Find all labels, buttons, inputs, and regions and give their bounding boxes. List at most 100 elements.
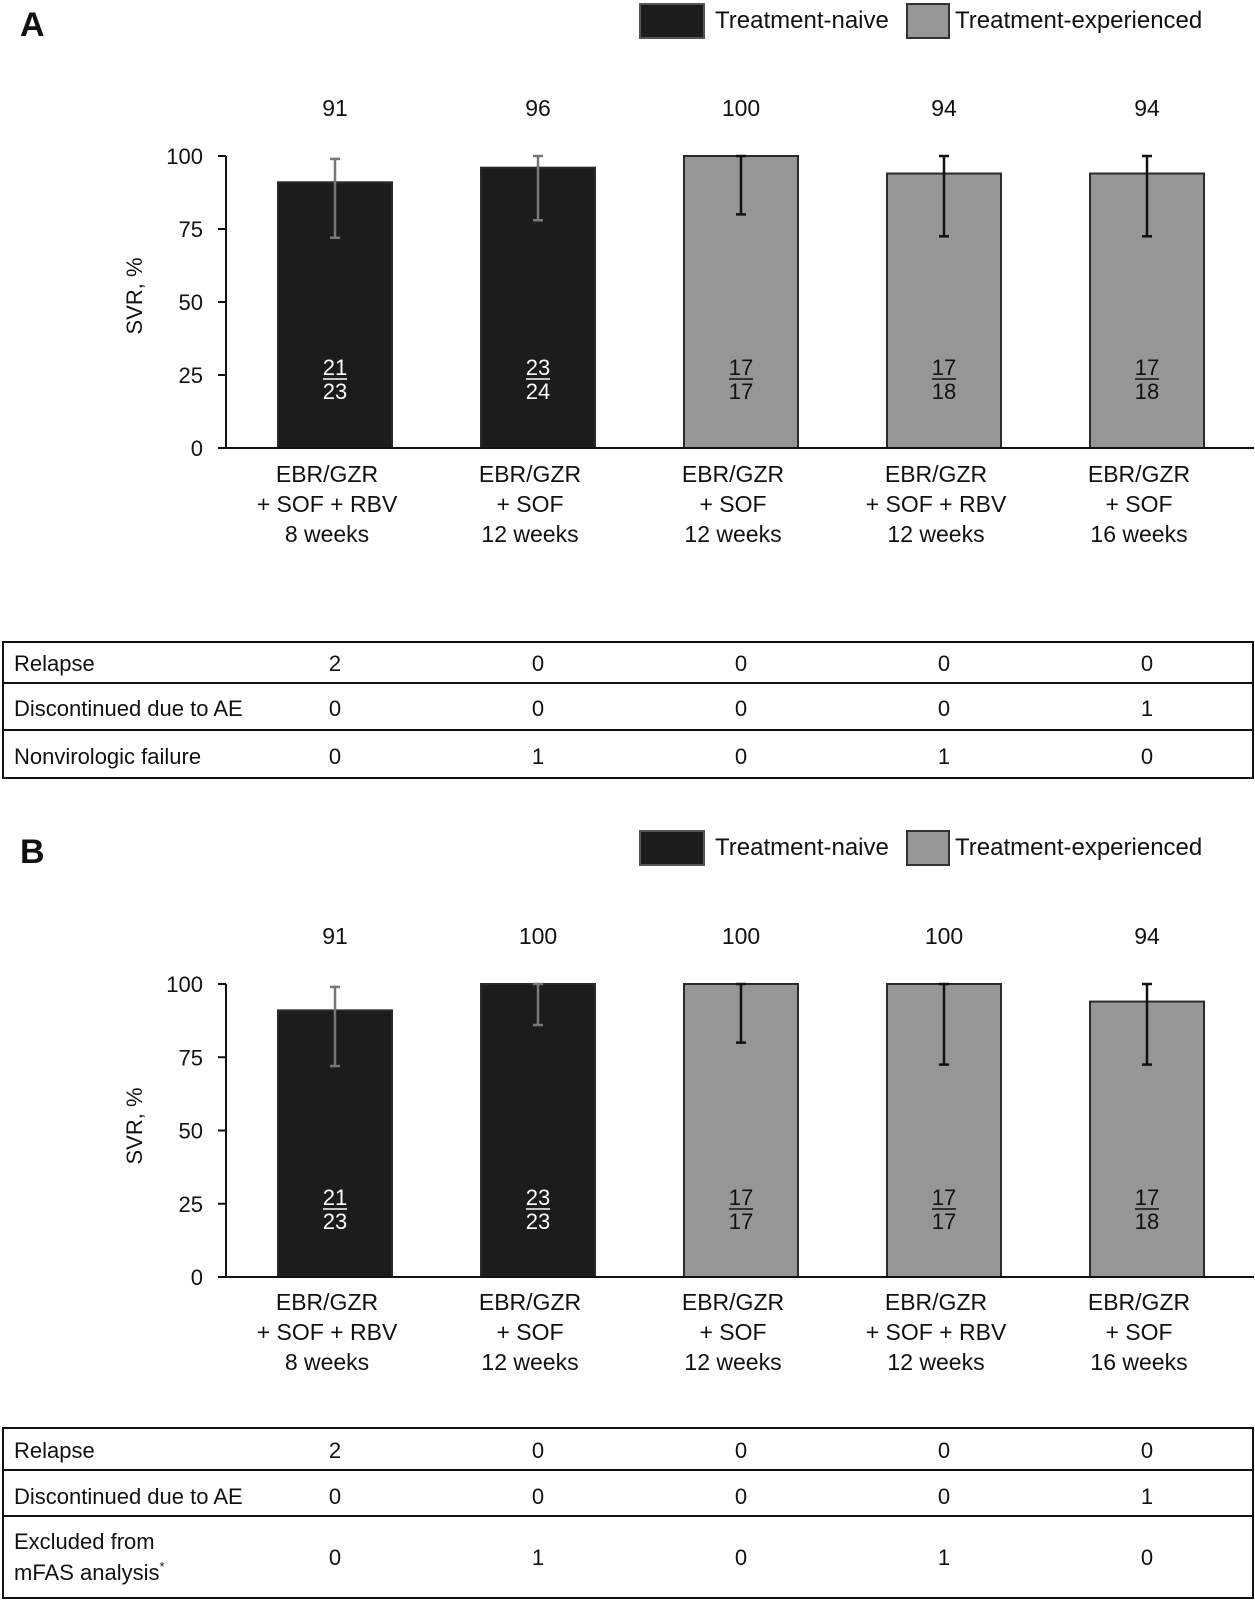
table-b-row-label: Discontinued due to AE [14,1484,243,1509]
table-b-cell: 1 [938,1545,950,1570]
legend-a-experienced-swatch [906,3,950,39]
category-label: EBR/GZR [1088,461,1190,487]
value-label: 100 [722,923,760,949]
fraction-numerator: 21 [323,1185,347,1210]
category-label: + SOF + RBV [866,491,1007,517]
y-tick-label: 50 [179,290,203,315]
panel-a: A Treatment-naive Treatment-experienced … [2,3,1254,779]
table-a-cell: 0 [735,696,747,721]
fraction-denominator: 18 [932,379,956,404]
category-label: + SOF [496,491,563,517]
fraction-denominator: 17 [932,1209,956,1234]
legend-b-naive-label: Treatment-naive [715,834,889,861]
fraction-numerator: 17 [932,355,956,380]
y-tick-label: 0 [191,1265,203,1290]
category-label: EBR/GZR [479,1289,581,1315]
table-b-cell: 0 [938,1438,950,1463]
chart-b-bars [277,983,1205,1279]
y-tick-label: 25 [179,1192,203,1217]
table-b-row-label-line: mFAS analysis [14,1560,160,1585]
table-b-cell: 1 [1141,1484,1153,1509]
table-a-cell: 0 [532,651,544,676]
category-label: 16 weeks [1090,1349,1187,1375]
fraction-numerator: 23 [526,355,550,380]
category-label: EBR/GZR [276,1289,378,1315]
category-label: EBR/GZR [682,1289,784,1315]
table-b-cell: 0 [735,1545,747,1570]
chart-a-ylabel: SVR, % [122,257,147,334]
table-b: Relapse Discontinued due to AE Excluded … [2,1427,1254,1599]
legend-a-naive-label: Treatment-naive [715,7,889,34]
table-b-cell: 0 [938,1484,950,1509]
y-tick-label: 75 [179,1045,203,1070]
y-tick-label: 0 [191,436,203,461]
fraction-numerator: 17 [1135,1185,1159,1210]
chart-a-value-labels: 91 96 100 94 94 [322,95,1160,121]
chart-a-y-axis: 0 25 50 75 100 [166,144,227,461]
fraction-numerator: 17 [932,1185,956,1210]
table-b-cell: 0 [329,1484,341,1509]
value-label: 100 [519,923,557,949]
category-label: 12 weeks [684,521,781,547]
legend-a-experienced-label: Treatment-experienced [955,7,1202,34]
table-b-row-label: mFAS analysis* [14,1559,165,1585]
category-label: + SOF [1105,491,1172,517]
legend-b-naive-swatch [639,830,705,866]
fraction-numerator: 17 [1135,355,1159,380]
category-label: 12 weeks [481,1349,578,1375]
value-label: 91 [322,923,348,949]
y-tick-label: 50 [179,1119,203,1144]
value-label: 100 [722,95,760,121]
table-a-cell: 0 [735,744,747,769]
category-label: EBR/GZR [682,461,784,487]
table-b-row-label: Excluded from [14,1529,155,1554]
legend-a-naive-swatch [639,3,705,39]
chart-b-value-labels: 91 100 100 100 94 [322,923,1160,949]
fraction-numerator: 17 [729,355,753,380]
table-a-row-label: Discontinued due to AE [14,696,243,721]
category-label: + SOF [699,1319,766,1345]
table-a-row-label: Nonvirologic failure [14,744,201,769]
y-tick-label: 100 [166,972,203,997]
category-label: 12 weeks [887,1349,984,1375]
table-a-cell: 0 [1141,651,1153,676]
table-a-cell: 0 [938,696,950,721]
fraction-denominator: 18 [1135,379,1159,404]
value-label: 100 [925,923,963,949]
table-b-cell: 0 [532,1484,544,1509]
table-a-cell: 1 [532,744,544,769]
category-label: + SOF [496,1319,563,1345]
legend-b-experienced-label: Treatment-experienced [955,834,1202,861]
table-b-cell: 0 [329,1545,341,1570]
fraction-denominator: 17 [729,1209,753,1234]
y-tick-label: 100 [166,144,203,169]
chart-b-category-labels: EBR/GZR + SOF + RBV 8 weeks EBR/GZR + SOF 12 … [257,1289,1190,1375]
fraction-denominator: 23 [323,379,347,404]
table-b-row-label: Relapse [14,1438,95,1463]
category-label: + SOF + RBV [257,491,398,517]
category-label: 8 weeks [285,1349,369,1375]
panel-b-letter: B [20,833,45,871]
chart-b-y-axis: 0 25 50 75 100 [166,972,227,1290]
chart-b-ylabel: SVR, % [122,1087,147,1164]
category-label: EBR/GZR [276,461,378,487]
table-b-cell: 0 [1141,1438,1153,1463]
chart-a-error-bars [330,154,1152,240]
y-tick-label: 75 [179,217,203,242]
table-b-cell: 0 [735,1438,747,1463]
category-label: 12 weeks [481,521,578,547]
y-tick-label: 25 [179,363,203,388]
chart-b-error-bars [330,982,1152,1068]
table-a: Relapse Discontinued due to AE Nonvirolo… [2,641,1254,779]
table-b-cell: 2 [329,1438,341,1463]
table-b-row-label-footnote-mark: * [160,1559,165,1574]
table-a-cell: 0 [329,696,341,721]
category-label: + SOF + RBV [866,1319,1007,1345]
fraction-numerator: 17 [729,1185,753,1210]
table-a-cell: 1 [938,744,950,769]
value-label: 94 [931,95,957,121]
